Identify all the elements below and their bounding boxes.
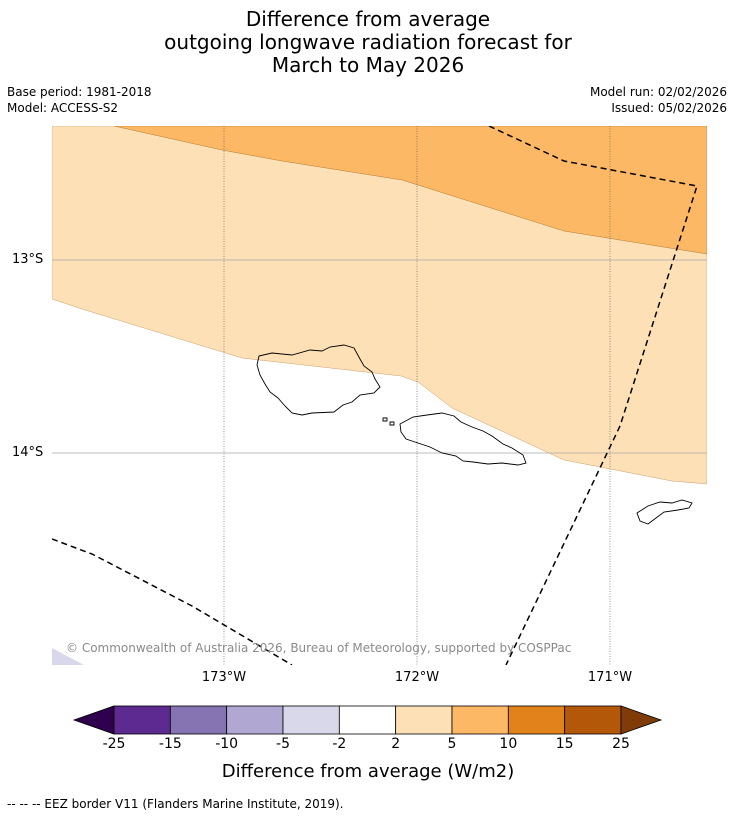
lon-label-172w: 172°W (394, 670, 440, 685)
colorbar-segment (564, 705, 622, 735)
colorbar-segments (113, 705, 622, 735)
title-line-3: March to May 2026 (271, 53, 465, 77)
colorbar-tick-label: 15 (555, 736, 574, 752)
manono-islet (382, 417, 388, 422)
base-period: Base period: 1981-2018 (7, 85, 152, 99)
colorbar-segment (282, 705, 340, 735)
colorbar-segment (169, 705, 228, 735)
colorbar (72, 705, 663, 735)
colorbar-over-arrow (620, 705, 663, 735)
map-area (52, 126, 707, 665)
lon-label-173w: 173°W (201, 670, 247, 685)
title-line-1: Difference from average (245, 7, 491, 31)
eez-border (52, 126, 698, 665)
anomaly-band-neg5-to-neg2 (52, 648, 84, 665)
chart-title: Difference from average outgoing longwav… (0, 8, 736, 77)
colorbar-tick-label: 10 (499, 736, 518, 752)
colorbar-segment (113, 705, 171, 735)
colorbar-segment (507, 705, 566, 735)
colorbar-segment (226, 705, 284, 735)
eez-border-southwest (52, 538, 293, 665)
latitude-gridlines (52, 259, 707, 454)
colorbar-segment (338, 705, 397, 735)
coastlines (256, 344, 693, 525)
eez-legend: -- -- -- EEZ border V11 (Flanders Marine… (7, 797, 344, 811)
model-run: Model run: 02/02/2026 (589, 85, 727, 99)
upolu-island (399, 412, 527, 466)
colorbar-segment (395, 705, 453, 735)
copyright-notice: © Commonwealth of Australia 2026, Bureau… (66, 641, 572, 655)
eez-border-east (488, 126, 698, 665)
anomaly-band-5-to-10 (113, 126, 707, 255)
colorbar-tick-label: -2 (332, 736, 347, 752)
colorbar-tick-label: 2 (391, 736, 401, 752)
colorbar-tick-label: 25 (612, 736, 630, 752)
tutuila-island (636, 499, 693, 525)
meta-right: Model run: 02/02/2026 Issued: 05/02/2026 (590, 84, 727, 116)
apolima-islet (389, 421, 395, 426)
colorbar-under-arrow (72, 705, 115, 735)
colorbar-segment (451, 705, 509, 735)
issued-date: Issued: 05/02/2026 (611, 101, 727, 115)
colorbar-tick-label: -15 (158, 736, 182, 752)
colorbar-tick-label: 5 (447, 736, 457, 752)
colorbar-title: Difference from average (W/m2) (221, 761, 515, 782)
lat-label-14s: 14°S (12, 445, 44, 460)
colorbar-tick-label: -25 (102, 736, 126, 752)
model-name: Model: ACCESS-S2 (7, 101, 119, 115)
colorbar-tick-label: -10 (215, 736, 239, 752)
title-line-2: outgoing longwave radiation forecast for (164, 30, 572, 54)
lon-label-171w: 171°W (587, 670, 633, 685)
meta-left: Base period: 1981-2018 Model: ACCESS-S2 (7, 84, 152, 116)
colorbar-tick-label: -5 (276, 736, 290, 752)
lat-label-13s: 13°S (12, 252, 44, 267)
savaii-island (256, 344, 381, 416)
